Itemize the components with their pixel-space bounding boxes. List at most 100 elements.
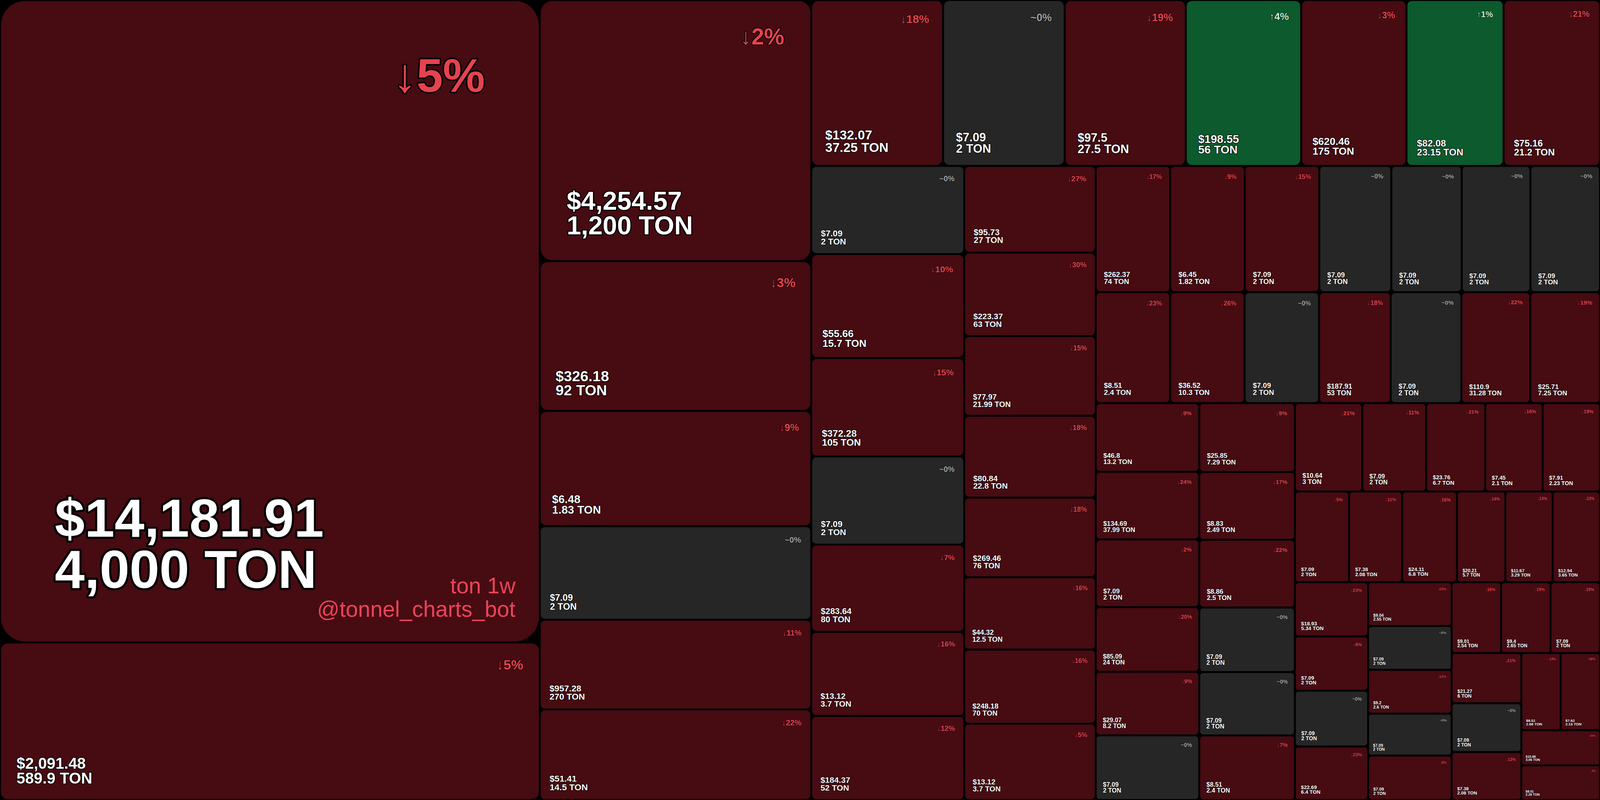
change-label: ↓16% [1484,587,1496,592]
amount-label: 52 TON [820,783,849,793]
cell-rect [1407,1,1503,166]
amount-label: 2.55 TON [1373,616,1392,622]
cell-rect [1319,292,1390,402]
cell-rect [1301,1,1406,166]
cell-rect [1,1,540,642]
change-label: ↓13% [1547,657,1557,661]
cell: $44.3212.5 TON↓16% [965,578,1095,649]
change-label: ~0% [1441,299,1454,306]
amount-label: 1.82 TON [1178,277,1210,286]
cell: $8.862.5 TON↓22% [1200,540,1295,607]
change-label: ↓17% [1272,478,1288,486]
change-label: ↓16% [1439,497,1451,503]
amount-label: 2 TON [550,601,577,612]
cell: $10.863.06 TON↓10% [1522,731,1599,765]
subtitle: @tonnel_charts_bot [317,596,516,622]
cell-rect [1553,492,1599,582]
change-label: ↑4% [1269,10,1290,22]
cell-rect [812,255,964,358]
change-label: ~0% [784,535,802,545]
cell-rect [1096,166,1170,292]
change-label: ↓11% [782,628,802,638]
change-label: ↓20% [1178,613,1193,620]
cell-rect [1295,691,1367,746]
change-label: ↓19% [1581,408,1594,415]
cell: $7.912.23 TON↓19% [1543,403,1600,491]
change-label: ↓12% [1437,674,1447,679]
change-label: ↓19% [1146,11,1173,24]
cell-rect [1551,583,1600,652]
cell: $23.766.7 TON↓21% [1426,403,1484,491]
cell-rect [1452,583,1501,652]
change-label: ↓5% [496,657,524,673]
change-label: ↓2% [1180,546,1192,553]
cell-rect [1096,403,1199,471]
change-label: ↓12% [937,724,956,733]
change-label: ↓23% [1437,586,1447,592]
amount-label: 70 TON [972,708,998,718]
cell: $372.28105 TON↓15% [812,358,964,456]
cell: $21.276 TON↓21% [1452,653,1521,703]
cell: $25.857.29 TON↓9% [1200,403,1295,471]
amount-label: 5.34 TON [1301,625,1324,632]
cell-rect [1531,166,1599,292]
cell: $7.092 TON~0% [540,526,811,619]
cell-rect [540,1,811,261]
amount-label: 10.3 TON [1178,388,1210,397]
change-label: ↓11% [1405,409,1420,416]
cell: $184.3752 TON↓12% [812,716,964,799]
cell: $7.092 TON~0% [812,166,964,254]
cell-rect [1426,403,1484,491]
amount-label: 2 TON [1373,791,1386,796]
cell: $110.931.28 TON↓22% [1462,292,1530,402]
change-label: ↓19% [1577,299,1593,306]
change-label: ~0% [1370,173,1384,180]
change-label: ↓9% [1181,678,1193,685]
amount-label: 13.2 TON [1103,458,1133,466]
amount-label: 6.8 TON [1408,571,1429,577]
cell-rect [965,337,1095,415]
cell: $9.042.55 TON↓23% [1369,583,1451,625]
amount-label: 63 TON [973,319,1002,329]
amount-label: 74 TON [1103,277,1130,286]
cell-rect [540,526,811,619]
treemap: $14,181.914,000 TON↓5%$2,091.48589.9 TON… [0,0,1600,800]
amount-label: 1,200 TON [566,210,693,240]
cell: $7.092 TON~0% [1245,292,1319,402]
change-label: ~0% [1580,172,1593,180]
amount-label: 2.08 TON [1457,790,1477,796]
cell: $326.1892 TON↓3% [540,262,811,411]
change-label: ↓11% [1385,497,1397,502]
cell-rect [1245,166,1319,292]
cell: $85.0924 TON↓20% [1096,608,1199,671]
cell-rect [1506,492,1552,582]
cell: $7.092 TON~0% [1369,714,1451,755]
change-label: ↓3% [770,275,796,290]
cell: $262.3774 TON↓17% [1096,166,1170,292]
change-label: ↓16% [1071,657,1088,665]
cell-rect [1392,166,1461,292]
cell-rect [1369,670,1451,713]
cell-rect [812,457,964,544]
amount-label: 2 TON [1457,742,1472,748]
change-label: ~0% [1030,11,1052,24]
cell: $269.4676 TON↓18% [965,498,1095,577]
cell-rect [1462,166,1530,292]
change-label: ↓19% [1534,587,1545,592]
change-label: ↓9% [779,421,800,433]
amount-label: 22.8 TON [973,481,1008,491]
cell-rect [1096,540,1199,606]
amount-label: 8.2 TON [1102,722,1126,730]
amount-label: 2 TON [1102,786,1122,794]
cell-rect [1295,492,1349,582]
cell: $7.092 TON↓15% [1245,166,1319,292]
cell-rect [1501,583,1550,652]
cell-rect [1369,756,1451,800]
amount-label: 21.2 TON [1514,146,1555,158]
cell: $4,254.571,200 TON↓2% [540,1,811,261]
amount-label: 2.49 TON [1206,526,1236,534]
cell: $7.092 TON~0% [1295,691,1367,746]
amount-label: 92 TON [555,382,608,399]
cell: $7.092 TON↓2% [1096,540,1199,606]
cell-rect [1245,292,1319,402]
